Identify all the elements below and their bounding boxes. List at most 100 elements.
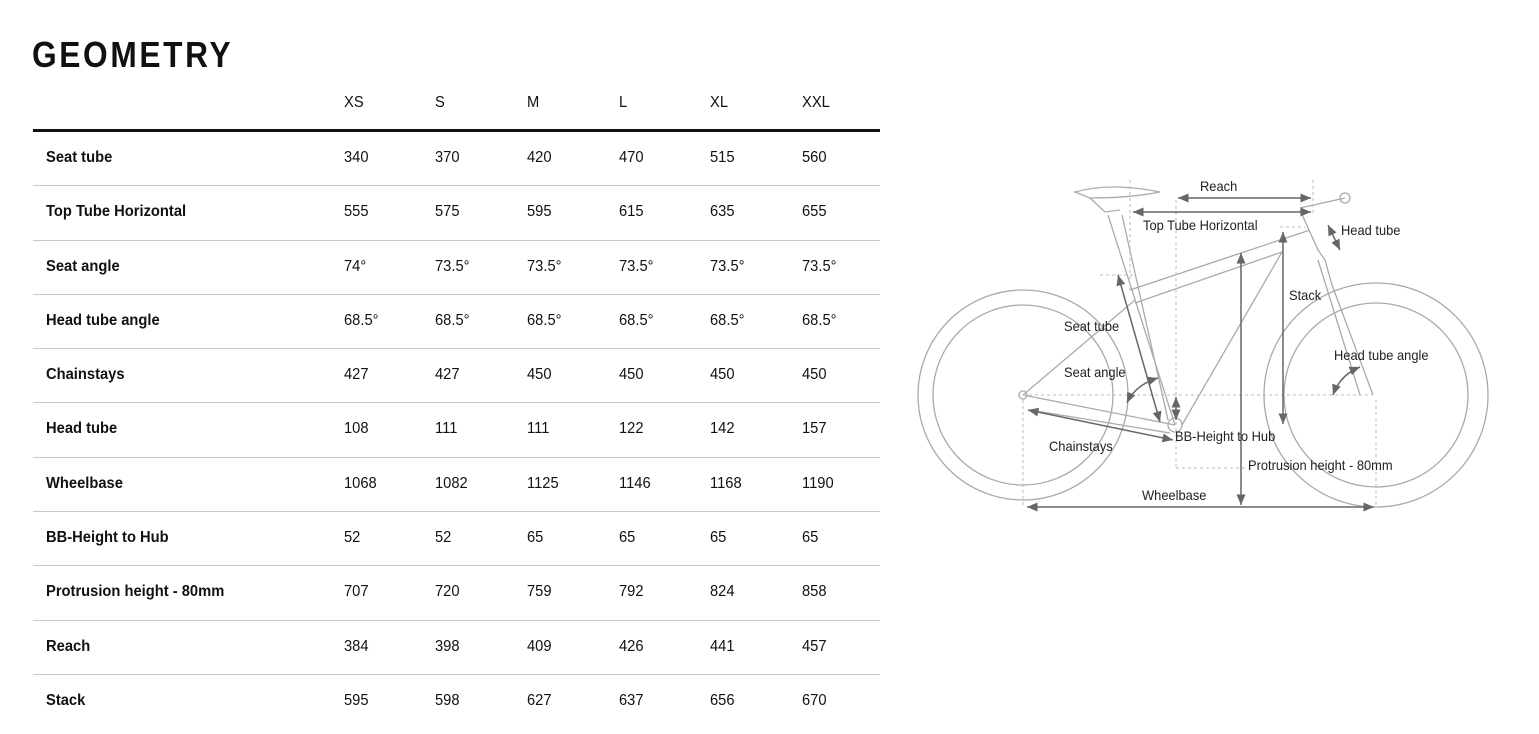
row-label: Stack [46, 691, 86, 709]
row-value: 595 [344, 691, 369, 709]
row-value: 108 [344, 420, 369, 438]
row-label: BB-Height to Hub [46, 529, 169, 547]
table-header: XS S M L XL XXL [33, 78, 880, 132]
row-value: 68.5° [710, 311, 745, 329]
size-header: L [619, 94, 628, 111]
row-label: Seat tube [46, 149, 113, 166]
row-value: 457 [802, 637, 827, 655]
row-value: 637 [619, 691, 644, 709]
page-title: GEOMETRY [32, 34, 234, 75]
saddle [1072, 186, 1161, 213]
row-value: 615 [619, 203, 644, 221]
row-value: 68.5° [619, 311, 654, 329]
row-value: 1190 [802, 474, 834, 492]
label-chainstays: Chainstays [1049, 438, 1113, 454]
row-value: 1168 [710, 474, 742, 492]
row-value: 450 [527, 366, 552, 384]
row-value: 65 [527, 529, 544, 547]
row-value: 73.5° [802, 257, 837, 275]
row-value: 68.5° [802, 311, 837, 329]
geometry-table: XS S M L XL XXL Seat tube 340 370 420 470 515 560 To… [33, 78, 880, 728]
row-value: 68.5° [344, 311, 379, 329]
chainstays-arrow [1027, 407, 1174, 443]
row-label: Wheelbase [46, 474, 123, 492]
row-value: 450 [802, 366, 827, 384]
row-value: 595 [527, 203, 552, 221]
stem [1299, 197, 1346, 209]
row-value: 157 [802, 420, 827, 438]
row-value: 384 [344, 637, 369, 655]
row-value: 598 [435, 691, 460, 709]
row-value: 427 [435, 366, 460, 384]
row-value: 450 [710, 366, 735, 384]
row-value: 398 [435, 637, 460, 655]
label-reach: Reach [1200, 178, 1238, 194]
table-row: Protrusion height - 80mm 707 720 759 792 824 8… [33, 566, 880, 621]
table-row: Top Tube Horizontal 555 575 595 615 635 655 [33, 186, 880, 241]
table-row: Wheelbase 1068 1082 1125 1146 1168 1190 [33, 458, 880, 513]
row-label: Top Tube Horizontal [46, 203, 187, 221]
table-row: Head tube 108 111 111 122 142 157 [33, 403, 880, 458]
label-stack: Stack [1289, 287, 1322, 303]
table-row: Head tube angle 68.5° 68.5° 68.5° 68.5° 68.5°… [33, 295, 880, 350]
row-value: 111 [527, 420, 550, 438]
row-value: 65 [710, 529, 727, 547]
row-value: 370 [435, 149, 460, 166]
size-header: S [435, 94, 445, 111]
row-value: 409 [527, 637, 552, 655]
label-protrusion: Protrusion height - 80mm [1248, 457, 1393, 473]
table-row: Seat angle 74° 73.5° 73.5° 73.5° 73.5° 73.5° [33, 241, 880, 295]
row-value: 670 [802, 691, 827, 709]
row-value: 759 [527, 583, 552, 601]
size-header: XL [710, 94, 729, 111]
row-value: 655 [802, 203, 827, 221]
head-tube-arrow [1327, 224, 1341, 251]
row-label: Reach [46, 637, 91, 655]
row-value: 122 [619, 420, 644, 438]
table-row: Stack 595 598 627 637 656 670 [33, 675, 880, 728]
row-label: Head tube angle [46, 311, 160, 329]
label-head-tube: Head tube [1341, 222, 1401, 238]
label-seat-tube: Seat tube [1064, 318, 1120, 334]
table-row: Chainstays 427 427 450 450 450 450 [33, 349, 880, 404]
row-value: 1068 [344, 474, 377, 492]
row-value: 575 [435, 203, 460, 221]
row-value: 470 [619, 149, 644, 166]
row-value: 707 [344, 583, 369, 601]
row-value: 73.5° [527, 257, 562, 275]
row-value: 65 [802, 529, 819, 547]
row-value: 68.5° [435, 311, 470, 329]
label-seat-angle: Seat angle [1064, 364, 1126, 380]
row-value: 111 [435, 420, 458, 438]
table-row: Reach 384 398 409 426 441 457 [33, 621, 880, 675]
table-row: Seat tube 340 370 420 470 515 560 [33, 132, 880, 187]
row-value: 52 [435, 529, 452, 547]
row-value: 65 [619, 529, 636, 547]
head-tube-angle-arrow [1332, 366, 1361, 396]
row-label: Seat angle [46, 257, 120, 275]
row-value: 427 [344, 366, 369, 384]
label-head-tube-angle: Head tube angle [1334, 347, 1429, 363]
label-top-tube: Top Tube Horizontal [1143, 217, 1258, 233]
label-bb-height: BB-Height to Hub [1175, 428, 1276, 444]
size-header: M [527, 94, 540, 111]
row-value: 1082 [435, 474, 468, 492]
row-value: 142 [710, 420, 735, 438]
row-value: 560 [802, 149, 827, 166]
row-value: 441 [710, 637, 735, 655]
row-value: 792 [619, 583, 644, 601]
row-value: 635 [710, 203, 735, 221]
row-value: 73.5° [435, 257, 470, 275]
row-value: 420 [527, 149, 552, 166]
label-wheelbase: Wheelbase [1142, 487, 1207, 503]
row-value: 824 [710, 583, 735, 601]
row-value: 1146 [619, 474, 651, 492]
row-value: 656 [710, 691, 735, 709]
row-value: 73.5° [710, 257, 745, 275]
seat-angle-arrow [1126, 376, 1159, 404]
row-value: 52 [344, 529, 361, 547]
row-value: 340 [344, 149, 369, 166]
row-value: 1125 [527, 474, 559, 492]
row-value: 450 [619, 366, 644, 384]
row-value: 515 [710, 149, 735, 166]
